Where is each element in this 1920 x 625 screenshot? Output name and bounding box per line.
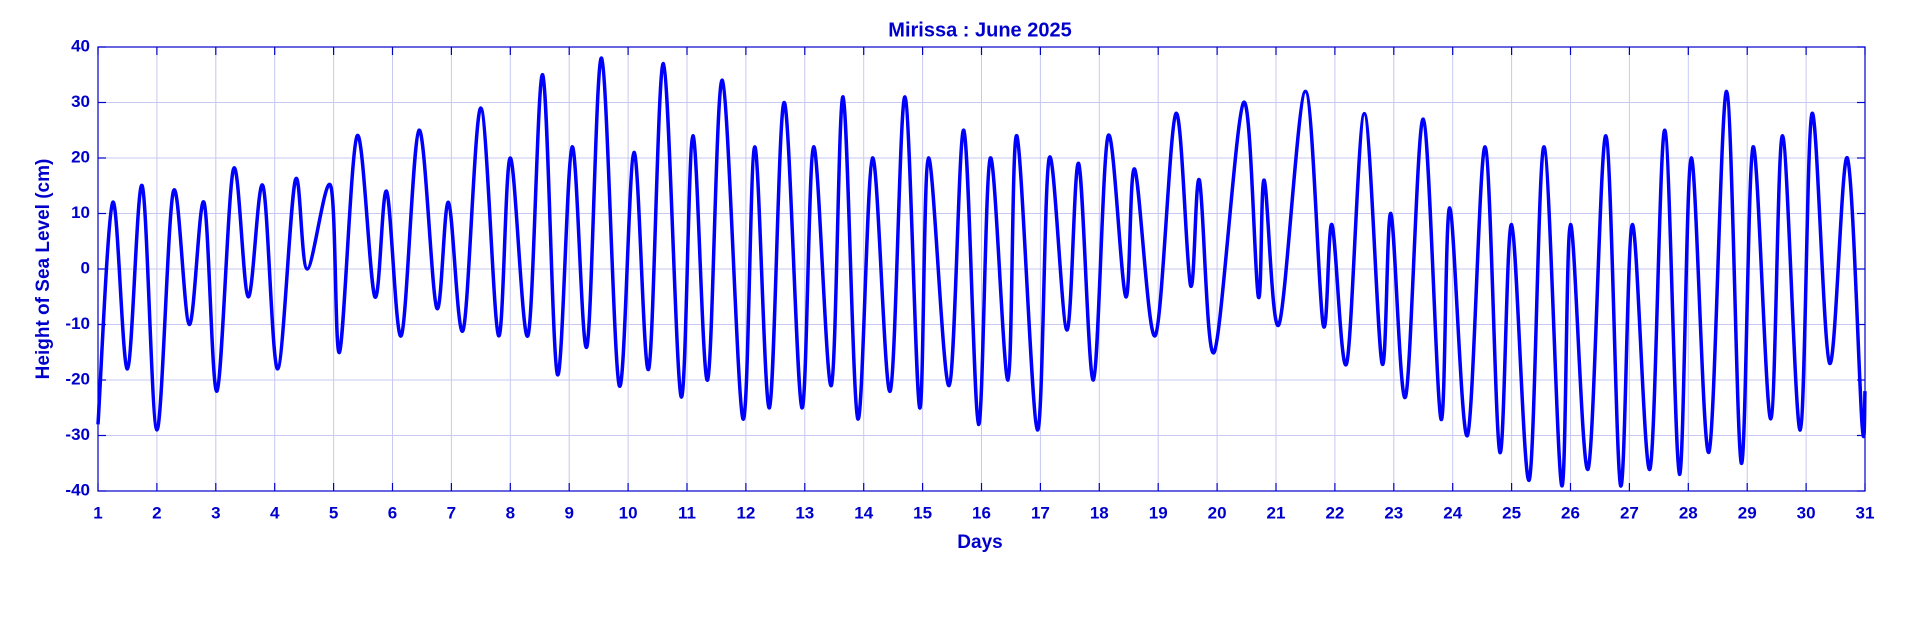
x-tick-label: 31 [1856, 503, 1875, 522]
y-tick-label: -30 [65, 425, 90, 444]
x-tick-label: 8 [506, 503, 515, 522]
y-tick-label: 30 [71, 92, 90, 111]
x-tick-label: 5 [329, 503, 338, 522]
x-tick-label: 4 [270, 503, 280, 522]
x-tick-label: 2 [152, 503, 161, 522]
x-tick-label: 24 [1443, 503, 1462, 522]
x-axis-label: Days [957, 532, 1002, 553]
y-tick-label: 0 [81, 258, 90, 277]
x-tick-label: 29 [1738, 503, 1757, 522]
x-tick-label: 26 [1561, 503, 1580, 522]
x-tick-label: 7 [447, 503, 456, 522]
x-tick-label: 12 [736, 503, 755, 522]
x-tick-label: 13 [795, 503, 814, 522]
x-tick-label: 9 [564, 503, 573, 522]
x-tick-label: 11 [678, 503, 696, 522]
y-tick-label: -10 [65, 314, 90, 333]
plot-frame [97, 46, 1866, 492]
x-tick-label: 14 [854, 503, 873, 522]
x-tick-label: 10 [619, 503, 638, 522]
sea-level-line [96, 56, 1867, 488]
x-tick-label: 20 [1208, 503, 1227, 522]
x-tick-label: 3 [211, 503, 220, 522]
x-tick-label: 1 [93, 503, 102, 522]
x-tick-label: 25 [1502, 503, 1521, 522]
x-tick-label: 23 [1384, 503, 1403, 522]
x-tick-label: 18 [1090, 503, 1109, 522]
x-tick-label: 22 [1325, 503, 1344, 522]
x-tick-label: 6 [388, 503, 397, 522]
y-tick-label: -40 [65, 480, 90, 499]
x-tick-label: 19 [1149, 503, 1168, 522]
y-tick-label: 10 [71, 203, 90, 222]
x-tick-label: 17 [1031, 503, 1050, 522]
x-tick-label: 16 [972, 503, 991, 522]
y-tick-label: 20 [71, 147, 90, 166]
y-tick-label: 40 [71, 36, 90, 55]
x-tick-label: 28 [1679, 503, 1698, 522]
x-tick-label: 15 [913, 503, 932, 522]
chart-title: Mirissa : June 2025 [888, 19, 1071, 41]
x-tick-label: 21 [1267, 503, 1286, 522]
y-axis-label: Height of Sea Level (cm) [33, 159, 54, 380]
y-tick-label: -20 [65, 369, 90, 388]
x-tick-label: 27 [1620, 503, 1639, 522]
x-tick-label: 30 [1797, 503, 1816, 522]
